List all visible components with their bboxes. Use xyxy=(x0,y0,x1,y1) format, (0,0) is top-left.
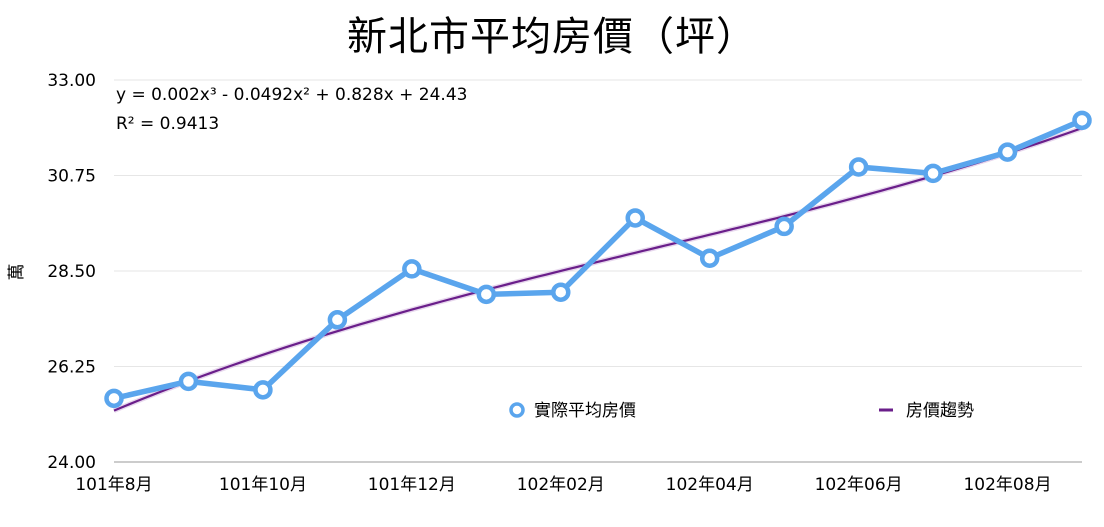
trendline xyxy=(113,127,1083,412)
x-tick-label: 102年06月 xyxy=(815,475,903,495)
gridlines xyxy=(114,79,1082,463)
legend-label-trend: 房價趨勢 xyxy=(906,401,974,421)
data-point xyxy=(327,310,348,330)
series-group xyxy=(104,110,1092,409)
x-tick-label: 101年12月 xyxy=(368,475,456,495)
data-point xyxy=(104,388,124,409)
data-point xyxy=(178,371,199,392)
x-tick-label: 102年04月 xyxy=(666,475,754,495)
chart-title: 新北市平均房價（坪） xyxy=(347,14,757,60)
x-tick-label: 101年10月 xyxy=(219,475,307,495)
data-point xyxy=(1072,110,1092,131)
r-squared: R² = 0.9413 xyxy=(116,114,219,134)
legend-label-series: 實際平均房價 xyxy=(534,401,636,421)
data-point xyxy=(774,216,794,237)
y-axis-ticks: 24.00 26.25 28.50 30.75 33.00 xyxy=(47,71,96,473)
x-tick-label: 102年08月 xyxy=(963,475,1051,495)
x-tick-label: 102年02月 xyxy=(517,475,605,495)
data-point xyxy=(848,157,869,177)
data-point xyxy=(402,259,422,279)
trend-equation: y = 0.002x³ - 0.0492x² + 0.828x + 24.43 xyxy=(116,85,467,105)
y-tick-label: 33.00 xyxy=(47,71,96,91)
data-point xyxy=(476,284,497,305)
data-point xyxy=(625,208,645,228)
trendline-group xyxy=(113,125,1083,413)
data-point xyxy=(253,380,273,400)
x-tick-label: 101年8月 xyxy=(75,475,152,495)
data-point xyxy=(997,142,1018,162)
data-point xyxy=(551,282,571,302)
y-tick-label: 24.00 xyxy=(47,453,96,473)
x-axis-ticks: 101年8月 101年10月 101年12月 102年02月 102年04月 102年06… xyxy=(75,475,1051,495)
legend-marker-series xyxy=(509,402,525,418)
y-tick-label: 28.50 xyxy=(47,262,96,282)
data-point xyxy=(699,248,720,269)
series-line xyxy=(113,117,1084,402)
y-axis-label: 萬 xyxy=(7,264,27,281)
data-point xyxy=(923,163,943,184)
y-tick-label: 30.75 xyxy=(47,167,96,187)
y-tick-label: 26.25 xyxy=(47,358,96,378)
legend: 實際平均房價 房價趨勢 xyxy=(509,401,974,421)
